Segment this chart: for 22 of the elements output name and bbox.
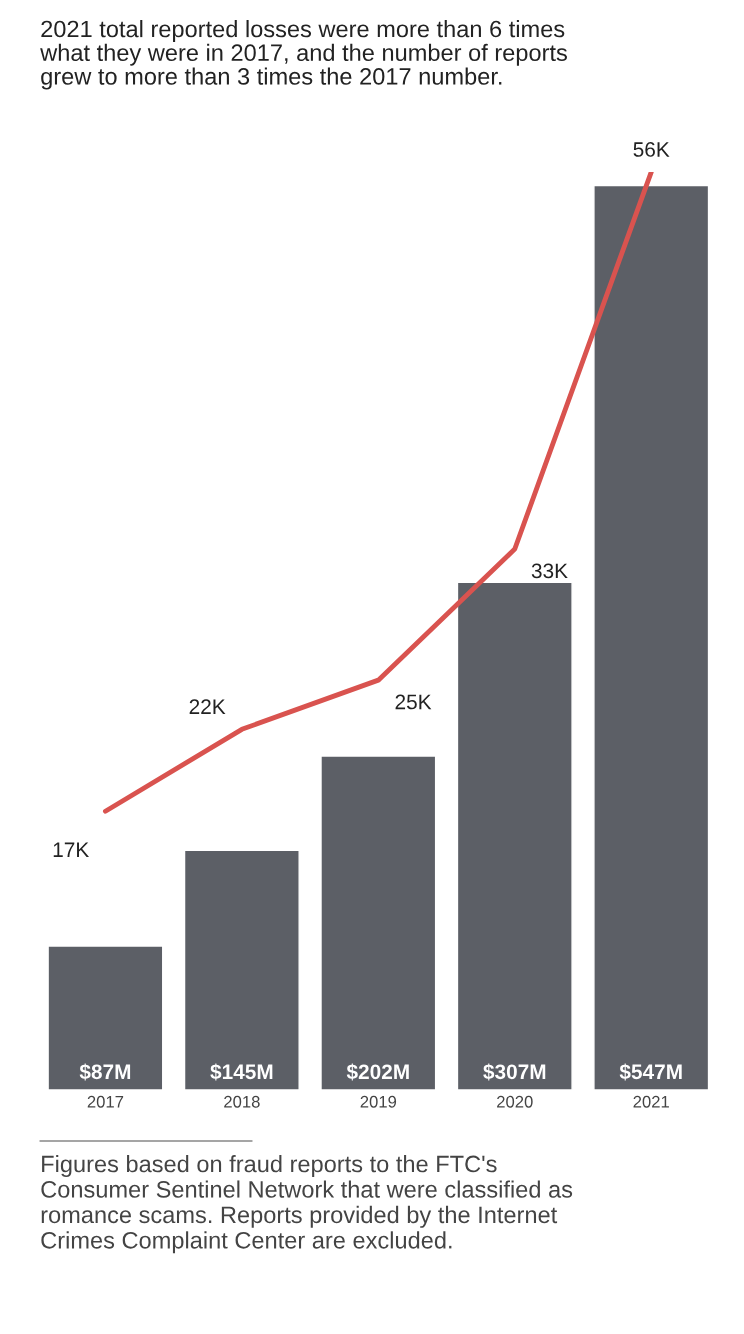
chart-title: 2021 total reported losses were more than 6 times what they were in 2017, and the number of reports grew to more than 3 times the 2017 number. (40, 20, 567, 90)
bar (183, 849, 300, 1090)
bar (456, 581, 573, 1090)
data-label: $202M (346, 1063, 409, 1081)
data-label: $547M (619, 1063, 682, 1081)
data-label: 22K (189, 699, 226, 714)
data-label: $87M (79, 1063, 131, 1081)
x-tick-label: 2021 (633, 1095, 669, 1108)
x-tick-label: 2018 (224, 1095, 260, 1108)
data-label: $307M (483, 1063, 546, 1081)
data-label: 17K (53, 842, 89, 857)
bar (320, 755, 437, 1090)
text: Figures based on fraud reports to the FTC's Consumer Sentinel Network that were classified as romance scams. Reports provided by the Internet Crimes Complaint Center are excluded. (41, 1155, 573, 1254)
data-label: 56K (633, 142, 670, 157)
x-tick-label: 2019 (360, 1095, 397, 1108)
data-label: 25K (395, 694, 432, 710)
x-tick-label: 2020 (497, 1095, 533, 1108)
data-label: $145M (210, 1063, 273, 1081)
bar (47, 945, 164, 1090)
x-tick-label: 2017 (87, 1095, 124, 1108)
bar (593, 184, 710, 1090)
data-label: 33K (531, 563, 568, 579)
